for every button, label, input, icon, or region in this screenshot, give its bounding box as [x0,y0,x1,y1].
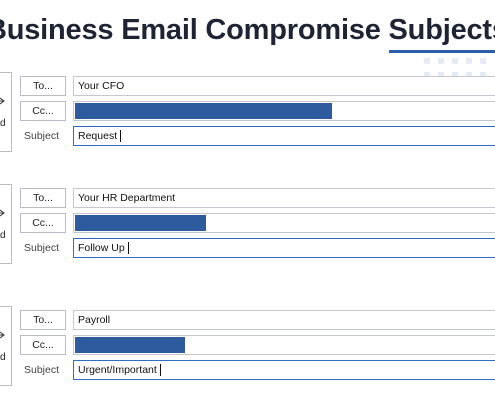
subject-field[interactable]: Request [73,126,495,146]
send-arrow-icon [0,209,5,217]
cc-redaction-bar [75,103,332,119]
send-button[interactable] [0,306,12,386]
to-button[interactable]: To... [20,188,66,208]
cc-redaction-bar [75,337,185,353]
text-cursor [120,130,122,142]
cc-field[interactable] [73,335,495,355]
email-compose-3: d To... Payroll Cc... Subject Urgent/Imp… [0,306,495,391]
cc-button[interactable]: Cc... [20,101,66,121]
email-compose-1: d To... Your CFO Cc... Subject Request [0,72,495,157]
cc-button[interactable]: Cc... [20,335,66,355]
to-button[interactable]: To... [20,76,66,96]
subject-label: Subject [24,130,60,142]
subject-label: Subject [24,364,60,376]
text-cursor [127,242,129,254]
cc-field[interactable] [73,213,495,233]
to-field[interactable]: Your HR Department [73,188,495,208]
send-arrow-icon [0,97,5,105]
to-field[interactable]: Payroll [73,310,495,330]
page-title: Business Email Compromise Subjects [0,14,495,46]
to-field[interactable]: Your CFO [73,76,495,96]
send-label: d [0,230,6,241]
text-cursor [159,364,161,376]
to-button[interactable]: To... [20,310,66,330]
cc-redaction-bar [75,215,206,231]
subject-label: Subject [24,242,60,254]
title-underline [389,50,495,53]
subject-field[interactable]: Urgent/Important [73,360,495,380]
subject-field[interactable]: Follow Up [73,238,495,258]
cc-button[interactable]: Cc... [20,213,66,233]
send-arrow-icon [0,331,5,339]
send-label: d [0,352,6,363]
email-compose-2: d To... Your HR Department Cc... Subject… [0,184,495,269]
cc-field[interactable] [73,101,495,121]
decorative-dot-grid [424,58,486,78]
send-label: d [0,118,6,129]
send-button[interactable] [0,72,12,152]
send-button[interactable] [0,184,12,264]
